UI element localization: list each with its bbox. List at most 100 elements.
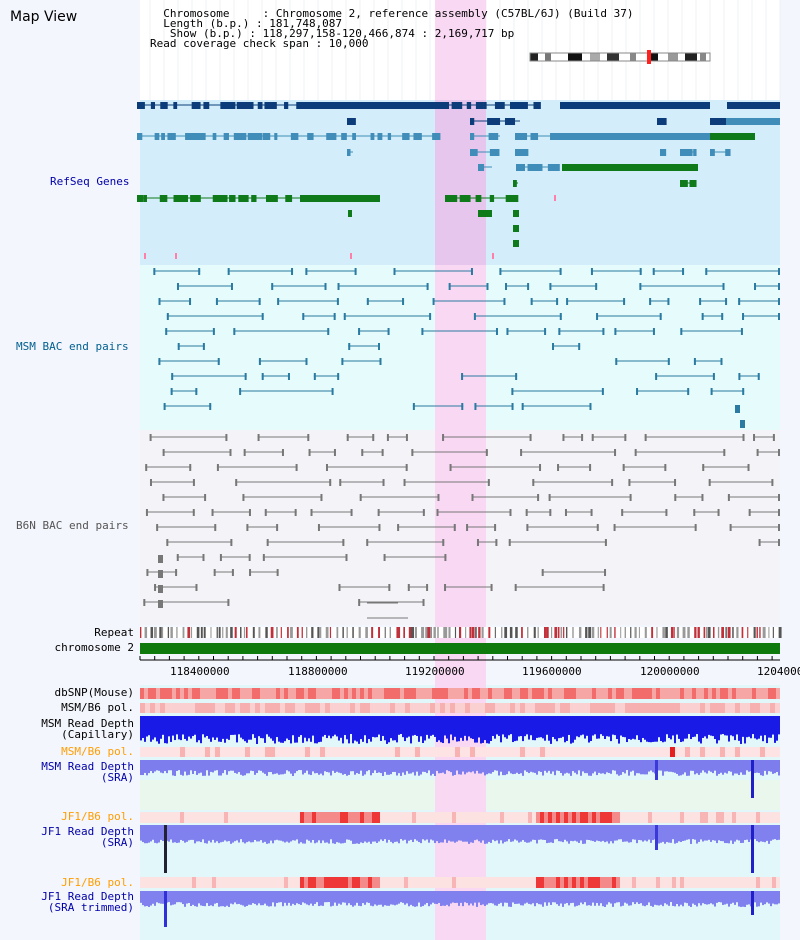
read-depth-bar <box>336 825 338 843</box>
dbsnp-bin <box>544 688 548 699</box>
read-depth-bar <box>340 716 342 738</box>
read-depth-bar <box>310 825 312 843</box>
chromosome-ideogram <box>530 53 710 61</box>
read-depth-bar <box>570 760 572 776</box>
polymorphism-bin <box>640 747 645 757</box>
read-depth-bar <box>420 891 422 907</box>
label-jf1-b6-pol-2[interactable]: JF1/B6 pol. <box>61 876 134 889</box>
read-depth-bar <box>380 716 382 741</box>
read-depth-bar <box>176 825 178 843</box>
read-depth-bar <box>512 891 514 903</box>
read-depth-bar <box>226 760 228 775</box>
read-depth-bar <box>772 760 774 774</box>
ideogram-position-marker <box>647 50 651 64</box>
read-depth-bar <box>208 760 210 776</box>
read-depth-bar <box>536 760 538 775</box>
read-depth-bar <box>560 716 562 738</box>
read-depth-bar <box>328 760 330 773</box>
polymorphism-bin <box>588 812 592 823</box>
read-depth-bar <box>604 716 606 739</box>
polymorphism-bin <box>480 812 484 823</box>
label-refseq-genes[interactable]: RefSeq Genes <box>50 175 130 188</box>
read-depth-bar <box>270 825 272 841</box>
bac-end <box>694 524 697 531</box>
polymorphism-bin <box>390 747 395 757</box>
label-dbsnp[interactable]: dbSNP(Mouse) <box>54 686 134 699</box>
dbsnp-bin <box>564 688 568 699</box>
dbsnp-bin <box>140 688 144 699</box>
read-depth-bar <box>716 760 718 776</box>
read-depth-bar <box>404 760 406 775</box>
polymorphism-bin <box>420 877 424 888</box>
read-depth-bar <box>484 825 486 844</box>
polymorphism-bin <box>580 747 585 757</box>
repeat-element <box>258 627 261 638</box>
bac-end <box>590 509 593 516</box>
read-depth-bar <box>720 760 722 773</box>
polymorphism-bin <box>325 703 330 713</box>
dbsnp-bin <box>660 688 664 699</box>
read-depth-bar <box>458 825 460 841</box>
read-depth-bar <box>726 716 728 736</box>
label-msm-depth-capillary[interactable]: MSM Read Depth (Capillary) <box>41 718 134 740</box>
label-msm-bac[interactable]: MSM BAC end pairs <box>16 340 129 353</box>
read-depth-bar <box>564 891 566 904</box>
gene-exon <box>219 195 228 202</box>
read-depth-bar <box>228 716 230 740</box>
read-depth-bar <box>362 716 364 742</box>
polymorphism-bin <box>640 703 645 713</box>
repeat-element <box>527 627 529 638</box>
read-depth-bar <box>150 891 152 906</box>
dbsnp-bin <box>244 688 248 699</box>
repeat-element <box>546 627 549 638</box>
read-depth-bar <box>312 716 314 736</box>
repeat-element <box>554 627 558 638</box>
dbsnp-bin <box>592 688 596 699</box>
bac-end <box>699 298 702 305</box>
bac-end <box>227 599 230 606</box>
read-depth-bar <box>418 760 420 776</box>
repeat-element <box>352 627 354 638</box>
polymorphism-bin <box>245 747 250 757</box>
polymorphism-bin <box>505 747 510 757</box>
gene-exon <box>478 164 485 171</box>
read-depth-bar <box>172 760 174 776</box>
label-jf1-depth-sra[interactable]: JF1 Read Depth (SRA) <box>41 826 134 848</box>
polymorphism-bin <box>184 812 188 823</box>
read-depth-bar <box>532 891 534 904</box>
label-msm-b6-pol-1[interactable]: MSM/B6 pol. <box>61 701 134 714</box>
read-depth-bar <box>732 716 734 737</box>
label-b6n-bac[interactable]: B6N BAC end pairs <box>16 519 129 532</box>
gene-exon <box>710 149 715 156</box>
polymorphism-bin <box>568 877 572 888</box>
label-repeat[interactable]: Repeat <box>94 626 134 639</box>
repeat-element <box>252 627 255 638</box>
polymorphism-bin <box>576 812 580 823</box>
polymorphism-bin <box>552 812 556 823</box>
label-jf1-depth-trimmed[interactable]: JF1 Read Depth (SRA trimmed) <box>41 891 134 913</box>
read-depth-bar <box>520 760 522 774</box>
polymorphism-bin <box>364 812 368 823</box>
label-jf1-b6-pol-1[interactable]: JF1/B6 pol. <box>61 810 134 823</box>
label-msm-depth-sra[interactable]: MSM Read Depth (SRA) <box>41 761 134 783</box>
polymorphism-bin <box>168 812 172 823</box>
dbsnp-bin <box>372 688 376 699</box>
polymorphism-bin <box>624 877 628 888</box>
polymorphism-bin <box>460 747 465 757</box>
polymorphism-bin <box>324 877 328 888</box>
gene-exon <box>513 180 517 187</box>
gene-exon <box>199 133 206 140</box>
polymorphism-bin <box>424 877 428 888</box>
polymorphism-bin <box>760 703 765 713</box>
polymorphism-bin <box>756 812 760 823</box>
polymorphism-bin <box>600 812 604 823</box>
label-msm-b6-pol-2[interactable]: MSM/B6 pol. <box>61 745 134 758</box>
polymorphism-bin <box>656 877 660 888</box>
label-chromosome: chromosome 2 <box>54 641 134 654</box>
gene-exon <box>347 118 356 125</box>
read-depth-bar <box>606 716 608 737</box>
repeat-element <box>161 627 164 638</box>
polymorphism-bin <box>600 703 605 713</box>
read-depth-bar <box>288 760 290 772</box>
